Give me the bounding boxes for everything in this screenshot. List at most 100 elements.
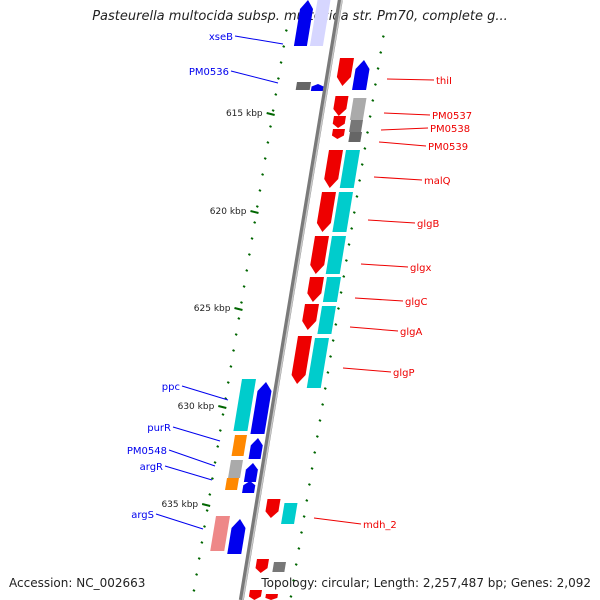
gc-dash [263,157,267,160]
gene-PM0548-grey [228,460,243,478]
gene-bottom-4 [265,594,278,600]
gc-dash [289,595,293,598]
gc-dash [197,557,201,560]
gc-dash [192,589,196,592]
gene-label-malQ: malQ [424,176,451,187]
gene-PM0537 [333,96,349,116]
kbp-label: 615 kbp [226,109,263,119]
gc-dash [305,499,309,502]
kbp-tick [250,210,259,214]
gene-argR [242,481,256,493]
gc-dash [213,461,217,464]
gene-ppc-rna [233,379,256,431]
gc-dash [226,381,230,384]
gene-ppc [250,382,272,434]
gc-dash [331,339,335,342]
leader-line [349,326,399,332]
gene-label-mdh_2: mdh_2 [363,520,397,531]
leader-line [234,35,284,45]
gene-glgC [307,277,324,302]
gene-label-argR: argR [140,462,163,473]
gc-dash [323,387,327,390]
gc-dash [250,237,254,240]
kbp-tick [218,405,227,409]
leader-line [168,449,216,467]
gc-dash [350,227,354,230]
gc-dash [221,413,225,416]
gc-dash [297,547,301,550]
gc-dash [373,83,377,86]
gene-bottom-2 [272,562,286,572]
gc-dash [276,77,280,80]
gc-dash [294,563,298,566]
gc-dash [200,541,204,544]
leader-line [373,176,423,181]
leader-line [181,385,229,401]
gc-dash [363,147,367,150]
leader-line [313,517,362,525]
gc-dash [326,371,330,374]
leader-line [164,465,213,481]
gc-dash [368,115,372,118]
kbp-tick [234,307,243,311]
gc-dash [355,195,359,198]
gc-dash [358,179,362,182]
gc-dash [342,275,346,278]
backbone-highlight [242,0,343,600]
gene-labels: xseB PM0536 thiI PM0537 PM0538 PM0539 malQ glgB… [127,32,472,531]
gc-dash [329,355,332,358]
gene-argS [227,519,246,554]
gene-label-argS: argS [131,510,154,521]
gc-dash [310,467,314,470]
gc-dash [282,45,286,48]
gene-PM0536-grey [295,82,311,90]
gc-dash [344,259,348,262]
gene-glgP [291,336,312,384]
gene-label-PM0538: PM0538 [430,124,470,135]
leader-line [360,263,409,268]
leader-line [383,112,431,116]
gc-dash [245,269,249,272]
kbp-tick [201,503,211,507]
gc-dash [300,531,303,534]
gc-dash [258,189,262,192]
gc-dash [266,141,270,144]
genome-backbone [238,0,343,600]
gene-label-PM0536: PM0536 [189,67,229,78]
gene-PM0536 [310,84,324,91]
gc-dash [274,93,278,96]
gene-label-glgx: glgx [410,263,431,274]
gc-dash [247,253,251,256]
leader-line [230,70,279,84]
gene-purR-other [231,435,247,456]
gc-dash [255,205,259,208]
gc-dash [237,317,241,320]
kbp-scale: 615 kbp 620 kbp 625 kbp 630 kbp 635 kbp [161,109,275,510]
gene-label-PM0548: PM0548 [127,446,167,457]
gene-glgP-rna [306,338,329,388]
gc-dash [261,173,265,176]
gene-glgB-rna [332,192,353,232]
gene-argS-pale [210,516,230,551]
gene-xseB-pale [309,0,331,46]
gene-thiI-rev [352,60,370,90]
gc-dash [232,349,235,352]
gc-dash [229,365,233,368]
gc-dash [347,243,351,246]
gene-thiI [336,58,354,86]
accession-text: Accession: NC_002663 [9,576,146,590]
gc-dash [381,35,385,38]
gc-dash [203,525,206,528]
gc-dash [360,163,364,166]
gene-purR [248,438,263,459]
gc-dash [271,109,275,112]
kbp-label: 620 kbp [210,207,247,217]
gc-dash [307,483,311,486]
gc-dash [269,125,272,128]
gc-dash [210,477,214,480]
gene-PM0538 [332,116,346,128]
gene-glgA-rna [317,306,336,334]
topology-text: Topology: circular; Length: 2,257,487 bp… [261,576,591,590]
gene-label-PM0539: PM0539 [428,142,468,153]
